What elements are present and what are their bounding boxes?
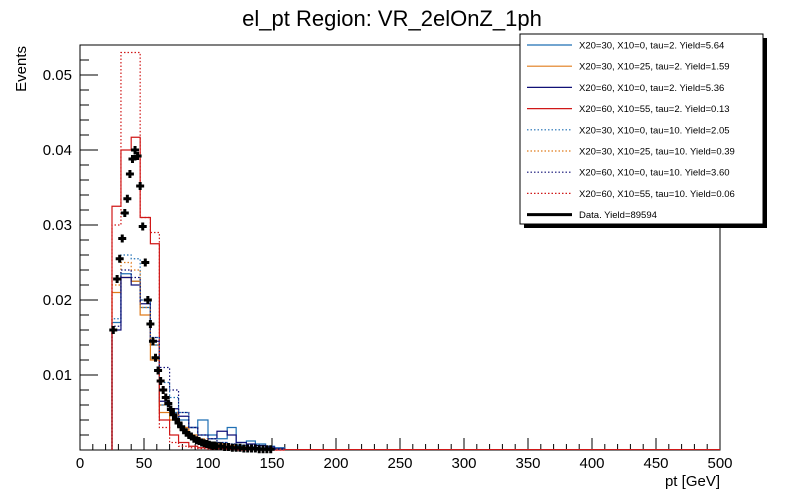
data-point xyxy=(125,170,134,178)
y-axis-ticks: 0.01 0.02 0.03 0.04 0.05 xyxy=(43,59,98,436)
x-tick-label: 100 xyxy=(195,455,220,472)
data-point xyxy=(131,146,140,154)
data-point xyxy=(169,410,178,419)
legend-label: X20=30, X10=0, tau=2. Yield=5.64 xyxy=(579,41,724,52)
y-axis-label: Events xyxy=(13,46,30,92)
x-axis-label: pt [GeV] xyxy=(665,473,720,490)
data-point xyxy=(141,258,150,267)
histogram-line xyxy=(111,276,286,450)
data-point xyxy=(161,393,170,402)
data-points xyxy=(109,146,275,454)
data-point xyxy=(166,405,175,414)
data-point xyxy=(151,353,160,362)
data-point xyxy=(164,399,173,408)
data-point xyxy=(118,234,127,243)
histogram-line xyxy=(111,269,286,450)
x-tick-label: 250 xyxy=(387,455,412,472)
data-point xyxy=(266,445,275,454)
data-point xyxy=(133,152,142,160)
x-tick-label: 400 xyxy=(579,455,604,472)
data-point xyxy=(128,155,137,163)
data-point xyxy=(146,320,155,328)
legend-label: X20=30, X10=25, tau=10. Yield=0.39 xyxy=(579,147,735,158)
data-point xyxy=(120,209,129,217)
histogram-line xyxy=(111,51,285,451)
legend-label: Data. Yield=89594 xyxy=(579,210,657,221)
y-tick-label: 0.03 xyxy=(43,217,72,234)
legend-label: X20=30, X10=0, tau=10. Yield=2.05 xyxy=(579,125,730,136)
x-tick-label: 350 xyxy=(515,455,540,472)
histogram-line xyxy=(111,276,286,450)
legend-label: X20=30, X10=25, tau=2. Yield=1.59 xyxy=(579,62,730,73)
data-point xyxy=(109,326,118,334)
data-point xyxy=(113,275,122,283)
data-point xyxy=(136,182,145,190)
data-point xyxy=(156,377,165,385)
legend-label: X20=60, X10=55, tau=2. Yield=0.13 xyxy=(579,104,730,115)
x-tick-label: 0 xyxy=(76,455,84,472)
histogram-line xyxy=(111,261,286,450)
y-tick-label: 0.05 xyxy=(43,67,72,84)
y-tick-label: 0.01 xyxy=(43,367,72,384)
x-tick-label: 500 xyxy=(707,455,732,472)
x-tick-label: 300 xyxy=(451,455,476,472)
legend-entries: X20=30, X10=0, tau=2. Yield=5.64 X20=30, … xyxy=(527,41,735,221)
legend-label: X20=60, X10=0, tau=2. Yield=5.36 xyxy=(579,83,724,94)
histogram-line xyxy=(111,254,286,450)
legend-label: X20=60, X10=55, tau=10. Yield=0.06 xyxy=(579,189,735,200)
x-tick-label: 50 xyxy=(136,455,153,472)
data-point xyxy=(148,337,157,346)
legend-label: X20=60, X10=0, tau=10. Yield=3.60 xyxy=(579,168,730,179)
x-tick-label: 200 xyxy=(323,455,348,472)
y-tick-label: 0.04 xyxy=(43,142,72,159)
data-point xyxy=(159,386,168,394)
x-tick-label: 450 xyxy=(643,455,668,472)
data-point xyxy=(154,366,163,375)
x-tick-label: 150 xyxy=(259,455,284,472)
data-point xyxy=(138,222,147,231)
legend: X20=30, X10=0, tau=2. Yield=5.64 X20=30, … xyxy=(519,33,767,228)
histogram-line xyxy=(111,273,286,450)
x-axis-ticks: 0 50 100 150 200 250 300 350 400 450 500 xyxy=(76,438,733,472)
chart-title: el_pt Region: VR_2elOnZ_1ph xyxy=(242,6,542,31)
y-tick-label: 0.02 xyxy=(43,292,72,309)
data-point xyxy=(123,194,132,203)
histogram-line xyxy=(111,136,285,451)
data-point xyxy=(115,254,124,263)
data-point xyxy=(143,296,152,304)
